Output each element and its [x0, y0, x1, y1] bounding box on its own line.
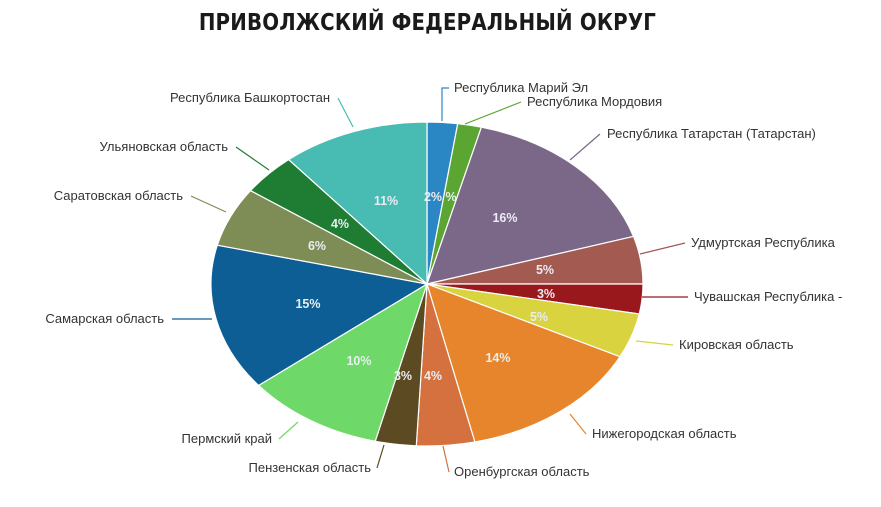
leader-line: [376, 444, 385, 469]
percent-label: 14%: [485, 351, 510, 365]
category-label: Нижегородская область: [592, 426, 737, 441]
category-label: Удмуртская Республика: [691, 235, 836, 250]
percent-label: 2%: [424, 190, 442, 204]
percent-label: 10%: [346, 354, 371, 368]
leader-line: [464, 101, 522, 125]
leader-line: [337, 97, 354, 128]
percent-label: %: [445, 190, 456, 204]
leader-line: [569, 133, 601, 161]
percent-label: 11%: [374, 194, 398, 208]
pie-slice[interactable]: [210, 244, 429, 387]
chart-title: ПРИВОЛЖСКИЙ ФЕДЕРАЛЬНЫЙ ОКРУГ: [198, 10, 657, 36]
category-label: Республика Башкортостан: [170, 90, 330, 105]
leader-line: [635, 340, 674, 346]
percent-label: 3%: [394, 369, 412, 383]
category-label: Ульяновская область: [100, 139, 229, 154]
leader-line: [569, 413, 587, 435]
leader-line: [190, 195, 227, 213]
leader-line: [442, 445, 450, 473]
category-label: Пензенская область: [249, 460, 372, 475]
category-label: Самарская область: [45, 311, 164, 326]
category-label: Чувашская Республика -: [694, 289, 842, 304]
leader-line: [278, 421, 299, 440]
pie-slice[interactable]: [426, 283, 621, 443]
pie-slice[interactable]: [287, 121, 428, 286]
pie-slices: [210, 121, 644, 447]
category-label: Оренбургская область: [454, 464, 590, 479]
category-label: Саратовская область: [54, 188, 183, 203]
percent-label: 15%: [295, 297, 320, 311]
category-label: Республика Татарстан (Татарстан): [607, 126, 816, 141]
leader-line: [235, 146, 270, 171]
leader-lines: [172, 87, 688, 473]
category-label: Пермский край: [182, 431, 272, 446]
percent-label: 4%: [424, 369, 442, 383]
percent-label: 5%: [530, 310, 548, 324]
percent-label: 4%: [331, 217, 349, 231]
pie-slice[interactable]: [426, 126, 635, 285]
percent-label: 3%: [537, 287, 555, 301]
percent-label: 5%: [536, 263, 554, 277]
category-label: Республика Мордовия: [527, 94, 662, 109]
leader-line: [639, 242, 686, 255]
pie-slice[interactable]: [257, 282, 429, 442]
percent-label: 6%: [308, 239, 326, 253]
category-label: Кировская область: [679, 337, 794, 352]
category-label: Республика Марий Эл: [454, 80, 588, 95]
leader-line: [441, 87, 449, 121]
percent-label: 16%: [492, 211, 517, 225]
percent-labels: 2% % 16% 5% 3% 5% 14% 4% 3% 10% 15% 6% 4% 11%: [295, 190, 555, 383]
